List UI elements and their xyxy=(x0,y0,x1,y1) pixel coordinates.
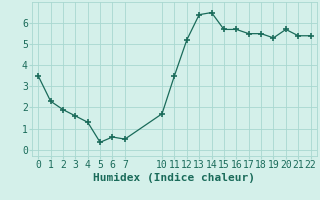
X-axis label: Humidex (Indice chaleur): Humidex (Indice chaleur) xyxy=(93,173,255,183)
